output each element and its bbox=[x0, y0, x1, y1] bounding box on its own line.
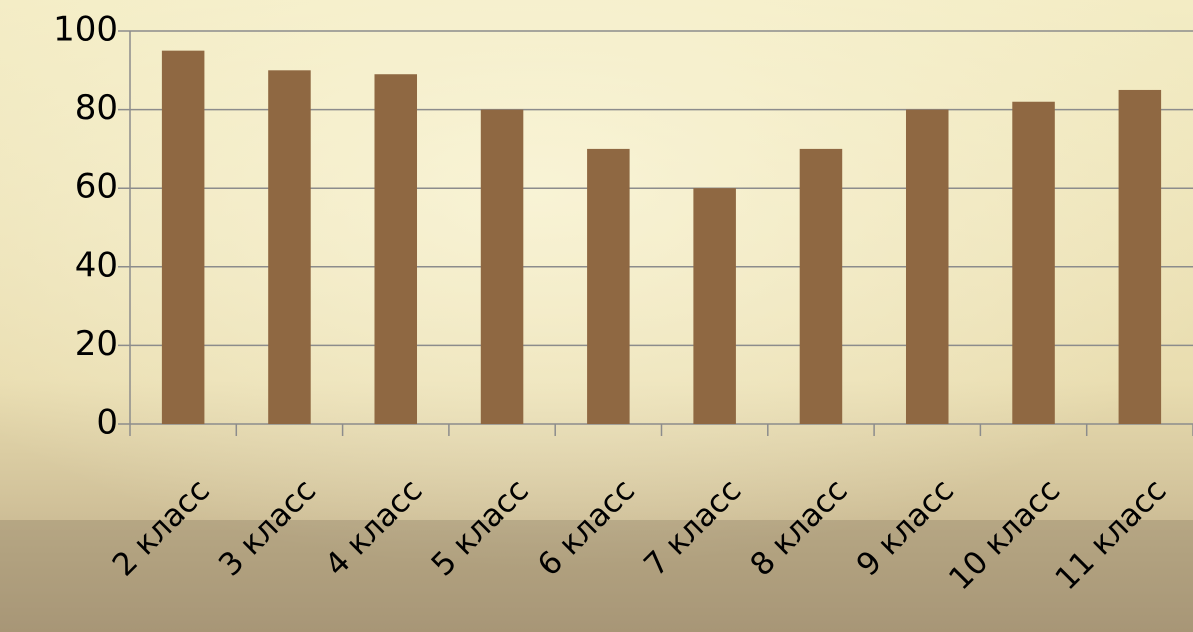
bar bbox=[161, 50, 205, 425]
bar bbox=[1118, 89, 1162, 424]
bar bbox=[268, 70, 311, 425]
bar bbox=[693, 188, 736, 424]
y-tick-label: 20 bbox=[75, 324, 118, 364]
bar bbox=[905, 109, 949, 424]
y-tick-label: 60 bbox=[75, 167, 118, 207]
y-tick-label: 100 bbox=[53, 10, 118, 50]
bar bbox=[799, 148, 843, 424]
y-tick-label: 40 bbox=[75, 245, 118, 285]
bar bbox=[1012, 101, 1055, 425]
bar bbox=[374, 74, 418, 424]
bar bbox=[587, 148, 630, 424]
bar bbox=[480, 109, 524, 424]
y-tick-label: 0 bbox=[96, 403, 118, 443]
y-tick-label: 80 bbox=[75, 88, 118, 128]
background-shade bbox=[0, 520, 1193, 632]
